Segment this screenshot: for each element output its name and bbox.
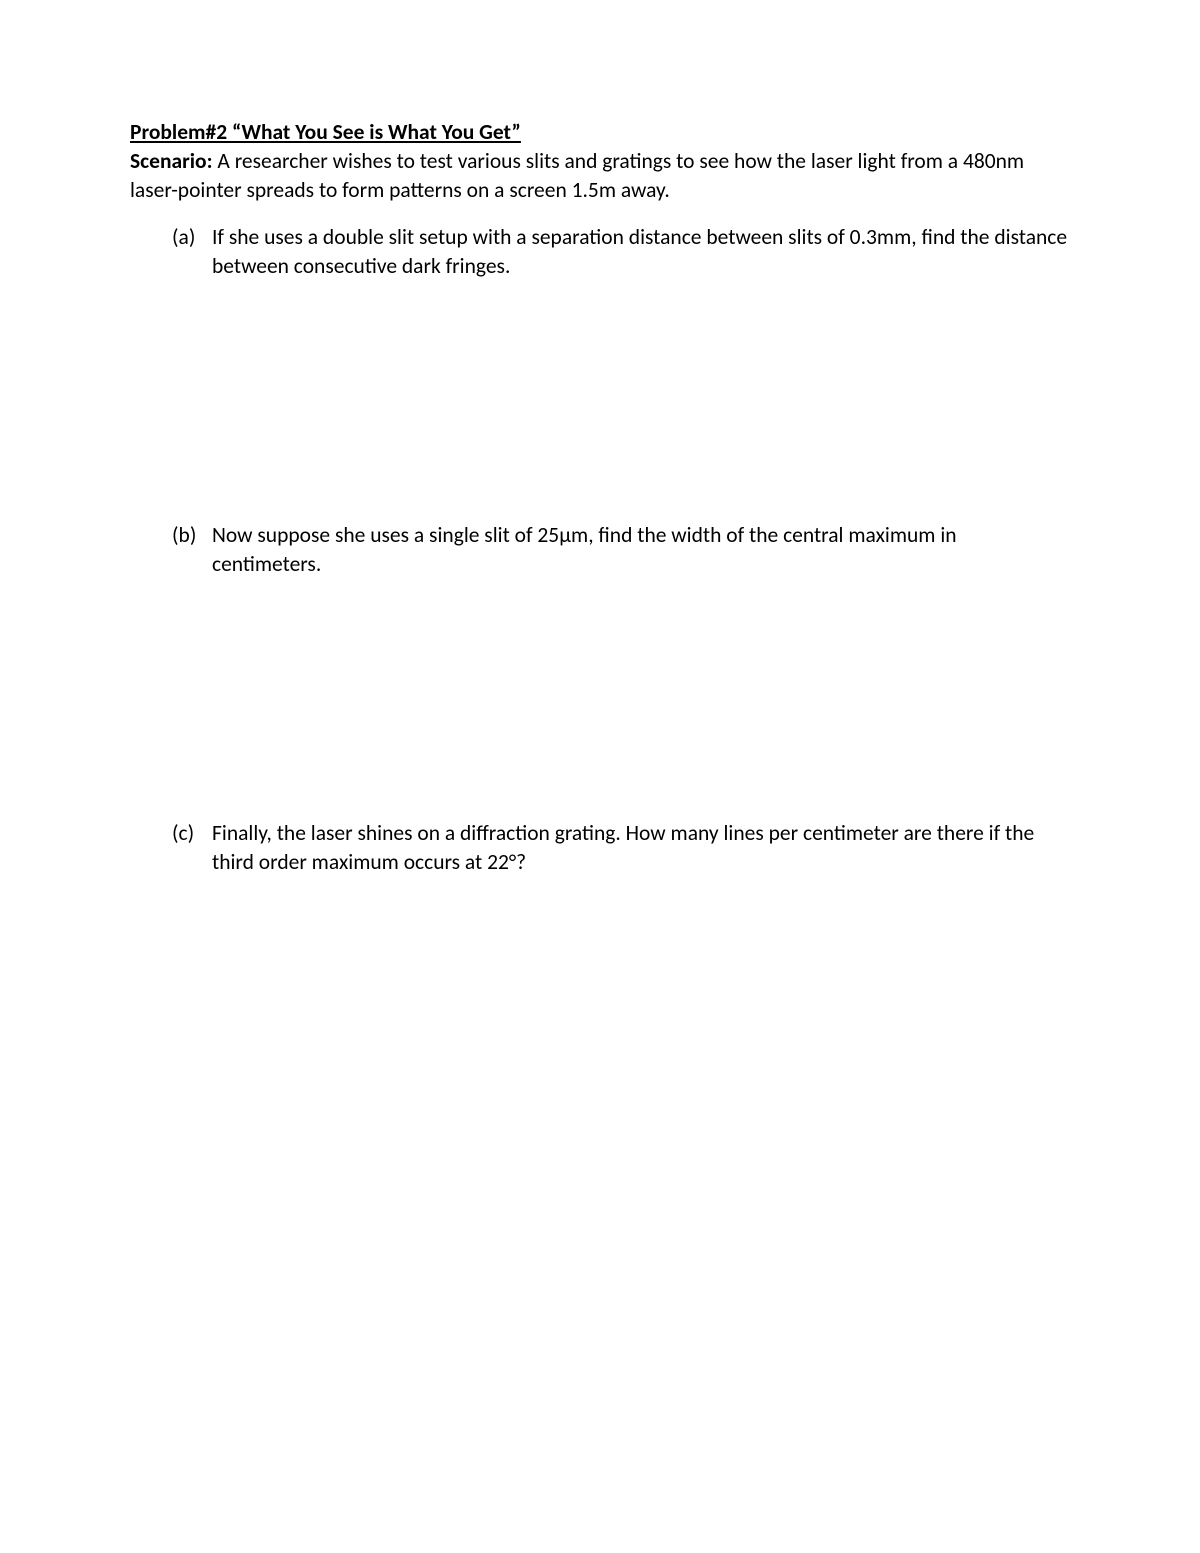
part-b-text: Now suppose she uses a single slit of 25… (212, 521, 1070, 579)
part-a: (a) If she uses a double slit setup with… (172, 223, 1070, 281)
part-c-label: (c) (172, 819, 212, 877)
part-b-label: (b) (172, 521, 212, 579)
scenario-text: A researcher wishes to test various slit… (130, 148, 1024, 203)
workspace-b (172, 579, 1070, 819)
part-a-label: (a) (172, 223, 212, 281)
problem-title: Problem#2 “What You See is What You Get” (130, 118, 1070, 147)
scenario-line: Scenario: A researcher wishes to test va… (130, 147, 1070, 205)
parts-list: (a) If she uses a double slit setup with… (130, 223, 1070, 877)
workspace-a (172, 281, 1070, 521)
part-c: (c) Finally, the laser shines on a diffr… (172, 819, 1070, 877)
part-c-text: Finally, the laser shines on a diffracti… (212, 819, 1070, 877)
scenario-label: Scenario: (130, 148, 213, 174)
page: Problem#2 “What You See is What You Get”… (0, 0, 1200, 1553)
part-b: (b) Now suppose she uses a single slit o… (172, 521, 1070, 579)
part-a-text: If she uses a double slit setup with a s… (212, 223, 1070, 281)
